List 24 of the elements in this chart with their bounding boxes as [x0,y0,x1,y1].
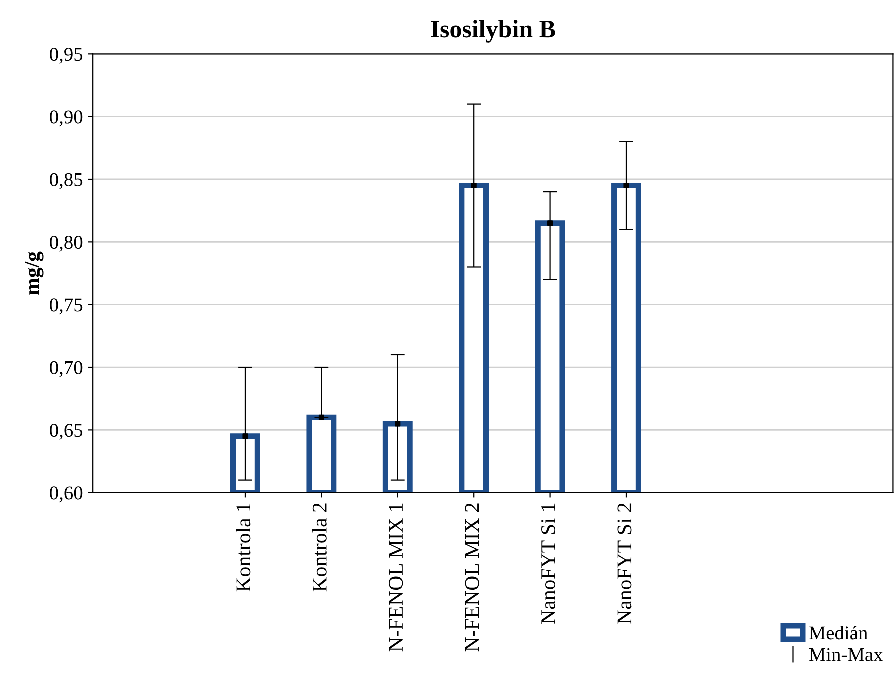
y-tick-label: 0,90 [50,110,83,127]
x-tick-label: NanoFYT Si 1 [542,504,556,624]
y-axis-title: mg/g [25,252,44,295]
x-tick-label: NanoFYT Si 2 [618,504,632,624]
y-tick-label: 0,65 [50,424,83,440]
point [471,182,477,189]
y-tick-label: 0,75 [50,298,83,315]
text: Min-Max [809,648,884,662]
y-tick-label: 0,95 [50,48,83,64]
y-tick-label: 0,80 [50,236,83,252]
x-tick-label: N-FENOL MIX 1 [389,504,404,652]
point [395,421,401,427]
x-tick-label: N-FENOL MIX 2 [465,504,480,652]
point [242,434,248,440]
chart-title: Isosilybin B [431,20,556,43]
point [548,220,554,226]
y-tick-label: 0,60 [50,486,83,503]
point [318,414,324,420]
x-tick-label: Kontrola 1 [236,504,251,592]
point [624,182,630,189]
legend-label: Medián [809,626,868,640]
x-tick-label: Kontrola 2 [312,504,327,592]
y-tick-label: 0,70 [50,361,83,378]
y-tick-label: 0,85 [50,173,83,190]
